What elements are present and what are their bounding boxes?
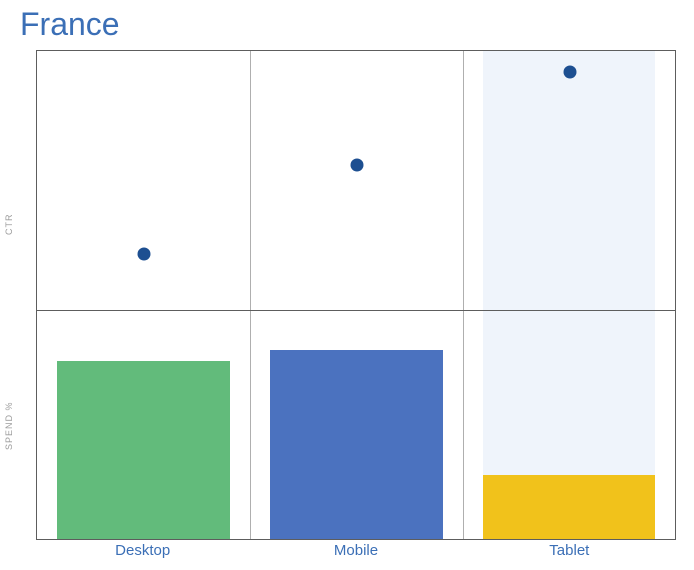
spend-col-mobile [250, 311, 463, 539]
xlabel-mobile: Mobile [249, 542, 462, 564]
ylabel-ctr: CTR [4, 214, 14, 236]
ctr-col-mobile [250, 51, 463, 310]
chart-title: France [20, 6, 120, 43]
x-axis-labels: Desktop Mobile Tablet [36, 542, 676, 564]
ctr-col-tablet [463, 51, 675, 310]
ctr-col-desktop [37, 51, 250, 310]
chart-container: France [0, 0, 694, 570]
spend-panel [37, 311, 675, 539]
ylabel-spend: SPEND % [4, 401, 14, 450]
plot-area [36, 50, 676, 540]
ctr-dot-desktop [137, 247, 150, 260]
ctr-dot-tablet [563, 65, 576, 78]
xlabel-desktop: Desktop [36, 542, 249, 564]
ctr-dot-mobile [350, 159, 363, 172]
spend-col-desktop [37, 311, 250, 539]
spend-col-tablet [463, 311, 675, 539]
spend-bar-tablet [483, 475, 655, 539]
xlabel-tablet: Tablet [463, 542, 676, 564]
spend-bar-desktop [57, 361, 230, 539]
spend-bar-mobile [270, 350, 443, 539]
ctr-panel [37, 51, 675, 311]
